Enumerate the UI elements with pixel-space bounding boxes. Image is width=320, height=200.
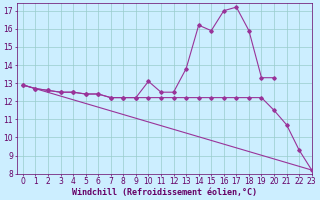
X-axis label: Windchill (Refroidissement éolien,°C): Windchill (Refroidissement éolien,°C) bbox=[72, 188, 257, 197]
